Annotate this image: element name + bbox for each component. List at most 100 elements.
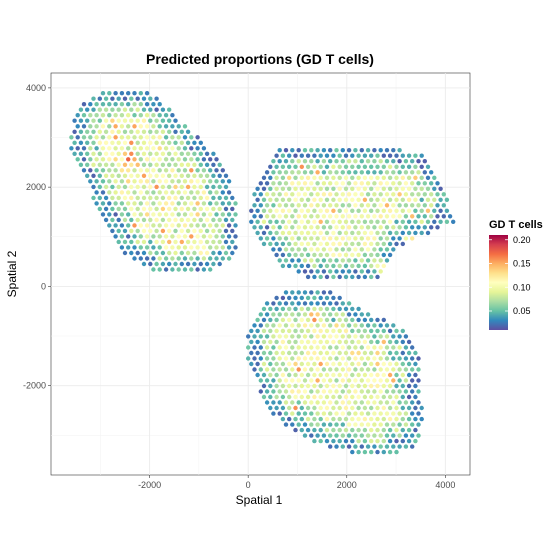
data-point bbox=[81, 168, 87, 173]
data-point bbox=[290, 192, 295, 197]
data-point bbox=[346, 422, 352, 427]
data-point bbox=[321, 225, 327, 230]
data-point bbox=[249, 219, 254, 224]
data-point bbox=[378, 378, 383, 383]
data-point bbox=[208, 201, 213, 206]
data-point bbox=[163, 168, 169, 173]
data-point bbox=[391, 214, 396, 219]
data-point bbox=[163, 256, 169, 261]
data-point bbox=[359, 356, 364, 361]
data-point bbox=[343, 230, 349, 236]
data-point bbox=[321, 148, 327, 153]
data-point bbox=[362, 252, 368, 258]
data-point bbox=[324, 164, 330, 169]
data-point bbox=[167, 250, 172, 256]
data-point bbox=[350, 328, 355, 334]
data-point bbox=[293, 164, 298, 169]
data-point bbox=[167, 151, 172, 156]
data-point bbox=[129, 173, 134, 178]
data-point bbox=[309, 236, 314, 241]
data-point bbox=[356, 175, 361, 180]
data-point bbox=[302, 247, 308, 252]
data-point bbox=[293, 361, 298, 367]
data-point bbox=[182, 201, 188, 206]
data-point bbox=[103, 107, 109, 112]
data-point bbox=[324, 339, 330, 345]
data-point bbox=[315, 214, 320, 219]
data-point bbox=[103, 173, 109, 178]
data-point bbox=[103, 129, 109, 134]
data-point bbox=[94, 201, 99, 206]
data-point bbox=[384, 345, 390, 350]
data-point bbox=[223, 217, 229, 223]
data-point bbox=[328, 203, 333, 208]
data-point bbox=[375, 405, 380, 411]
data-point bbox=[321, 422, 327, 427]
data-point bbox=[287, 350, 292, 356]
data-point bbox=[163, 113, 169, 118]
data-point bbox=[413, 186, 418, 191]
data-point bbox=[170, 113, 175, 118]
data-point bbox=[413, 361, 418, 367]
data-point bbox=[141, 206, 147, 212]
data-point bbox=[369, 449, 374, 455]
data-point bbox=[328, 181, 333, 186]
data-point bbox=[154, 206, 159, 212]
data-point bbox=[324, 328, 330, 334]
data-point bbox=[141, 129, 147, 134]
data-point bbox=[268, 186, 273, 191]
data-point bbox=[151, 223, 156, 228]
data-point bbox=[189, 256, 194, 261]
data-point bbox=[192, 228, 197, 234]
data-point bbox=[378, 225, 383, 230]
legend: GD T cells 0.050.100.150.20 bbox=[489, 219, 543, 330]
data-point bbox=[416, 367, 421, 372]
data-point bbox=[378, 170, 383, 175]
data-point bbox=[312, 164, 317, 169]
data-point bbox=[170, 234, 175, 239]
data-point bbox=[309, 389, 314, 394]
data-point bbox=[293, 306, 298, 312]
data-point bbox=[429, 181, 434, 186]
data-point bbox=[350, 208, 355, 213]
data-point bbox=[214, 256, 219, 261]
data-point bbox=[406, 164, 412, 169]
data-point bbox=[107, 179, 112, 184]
data-point bbox=[406, 416, 412, 422]
data-point bbox=[381, 153, 386, 158]
data-point bbox=[220, 201, 225, 206]
data-point bbox=[302, 345, 308, 350]
data-point bbox=[422, 181, 427, 186]
data-point bbox=[201, 267, 207, 272]
data-point bbox=[179, 195, 184, 201]
data-point bbox=[85, 140, 90, 145]
data-point bbox=[217, 206, 222, 212]
data-point bbox=[337, 175, 342, 180]
data-point bbox=[290, 214, 295, 219]
data-point bbox=[258, 312, 263, 317]
data-point bbox=[154, 107, 159, 112]
data-point bbox=[201, 179, 207, 184]
data-point bbox=[230, 250, 235, 256]
data-point bbox=[337, 263, 342, 269]
data-point bbox=[422, 170, 427, 175]
data-point bbox=[394, 175, 399, 180]
data-point bbox=[318, 427, 323, 433]
data-point bbox=[75, 135, 80, 140]
data-point bbox=[403, 181, 409, 186]
data-point bbox=[138, 179, 143, 184]
data-point bbox=[293, 295, 298, 301]
data-point bbox=[302, 203, 308, 208]
data-point bbox=[88, 135, 93, 140]
data-point bbox=[375, 339, 380, 345]
data-point bbox=[309, 148, 314, 153]
data-point bbox=[350, 219, 355, 224]
data-point bbox=[387, 350, 393, 356]
data-point bbox=[100, 102, 106, 107]
data-point bbox=[208, 256, 213, 261]
data-point bbox=[362, 175, 368, 180]
data-point bbox=[340, 181, 345, 186]
y-tick-label: 4000 bbox=[26, 83, 46, 93]
data-point bbox=[331, 186, 336, 191]
data-point bbox=[204, 206, 210, 212]
